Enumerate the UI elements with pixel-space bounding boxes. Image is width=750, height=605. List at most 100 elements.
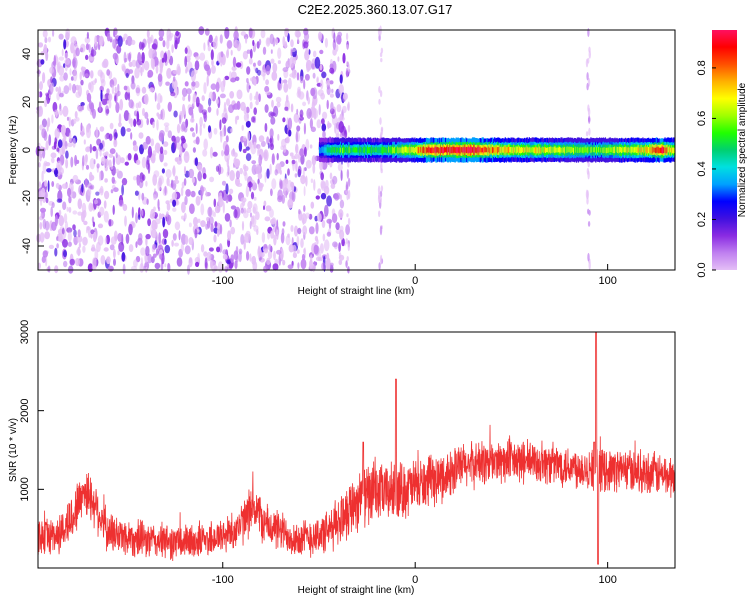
heatmap-noise-cell [121, 65, 126, 72]
heatmap-noise-cell [271, 99, 274, 108]
heatmap-noise-cell [53, 109, 59, 116]
heatmap-noise-cell [152, 58, 155, 70]
heatmap-tone-cell [345, 146, 348, 153]
heatmap-noise-cell [264, 85, 270, 93]
heatmap-noise-cell [127, 92, 131, 101]
heatmap-tone-cell [483, 146, 485, 154]
heatmap-noise-cell [89, 158, 96, 170]
heatmap-tone-cell [318, 146, 321, 154]
heatmap-tone-cell [397, 147, 400, 154]
heatmap-tone-cell [636, 146, 638, 154]
heatmap-noise-cell [108, 93, 113, 102]
heatmap-noise-cell [56, 147, 60, 152]
heatmap-noise-cell [154, 262, 161, 270]
heatmap-tone-cell [400, 147, 403, 154]
heatmap-noise-cell [47, 265, 51, 273]
heatmap-noise-cell [197, 252, 200, 263]
heatmap-noise-cell [226, 157, 229, 168]
heatmap-noise-cell [135, 212, 138, 224]
heatmap-tone-cell [413, 146, 415, 153]
heatmap-tone-cell [564, 146, 566, 154]
heatmap-noise-cell [263, 265, 268, 273]
heatmap-noise-cell [219, 119, 222, 131]
heatmap-noise-cell [188, 168, 195, 179]
heatmap-noise-cell [297, 227, 302, 235]
heatmap-noise-cell [280, 79, 284, 85]
heatmap-tone-cell [461, 146, 463, 153]
heatmap-noise-cell [51, 202, 55, 208]
heatmap-noise-cell [179, 145, 183, 157]
heatmap-tone-cell [624, 147, 626, 153]
heatmap-noise-cell [104, 134, 108, 140]
heatmap-noise-cell [95, 126, 99, 139]
heatmap-noise-cell [58, 56, 65, 61]
heatmap-noise-cell [236, 89, 243, 100]
heatmap-tone-cell [672, 147, 674, 154]
heatmap-noise-cell [218, 195, 224, 208]
heatmap-noise-cell [319, 243, 324, 254]
heatmap-noise-cell [322, 233, 326, 242]
heatmap-noise-cell [101, 60, 108, 68]
heatmap-noise-cell [113, 138, 118, 148]
heatmap-noise-cell [332, 39, 337, 50]
heatmap-noise-cell [104, 151, 109, 156]
heatmap-tone-cell [579, 146, 581, 153]
snr-y-axis-label: SNR (10 * v/v) [8, 418, 19, 482]
heatmap-noise-cell [145, 237, 148, 247]
heatmap-noise-cell [120, 126, 126, 137]
heatmap-noise-cell [46, 168, 52, 173]
heatmap-streak-cell [587, 28, 590, 37]
heatmap-noise-cell [338, 84, 345, 95]
heatmap-noise-cell [106, 256, 111, 265]
heatmap-tone-cell [574, 146, 577, 153]
heatmap-y-tick-label: 20 [21, 96, 33, 108]
heatmap-noise-cell [322, 130, 326, 139]
heatmap-noise-cell [249, 253, 252, 262]
heatmap-tone-cell [641, 147, 643, 153]
heatmap-noise-cell [277, 60, 281, 65]
heatmap-noise-cell [194, 60, 200, 71]
heatmap-noise-cell [162, 40, 166, 48]
heatmap-tone-cell [463, 146, 465, 153]
heatmap-noise-cell [72, 83, 77, 94]
heatmap-tone-cell [623, 147, 625, 153]
heatmap-noise-cell [242, 164, 247, 170]
heatmap-tone-cell [496, 146, 498, 153]
heatmap-noise-cell [214, 221, 218, 228]
heatmap-noise-cell [207, 206, 213, 217]
snr-y-ticks: 1000 2000 3000 [19, 320, 44, 502]
heatmap-streak-cell [379, 90, 383, 98]
heatmap-streak-cell [379, 52, 383, 58]
heatmap-noise-cell [156, 112, 160, 117]
heatmap-tone-cell [431, 146, 433, 153]
heatmap-noise-cell [70, 36, 77, 45]
heatmap-noise-cell [246, 66, 251, 75]
heatmap-noise-cell [270, 116, 276, 125]
heatmap-noise-cell [281, 138, 287, 148]
heatmap-tone-cell [321, 146, 324, 153]
heatmap-noise-cell [321, 262, 326, 271]
heatmap-tone-cell [333, 147, 335, 153]
heatmap-noise-cell [86, 226, 90, 231]
heatmap-noise-cell [41, 118, 48, 128]
heatmap-tone-cell [478, 146, 480, 153]
heatmap-noise-cell [200, 203, 205, 216]
heatmap-tone-cell [510, 147, 512, 154]
heatmap-noise-cell [85, 43, 90, 51]
heatmap-noise-cell [175, 136, 180, 143]
heatmap-noise-cell [242, 200, 246, 207]
heatmap-noise-cell [221, 150, 224, 157]
heatmap-noise-cell [233, 250, 239, 261]
heatmap-noise-cell [229, 219, 232, 228]
heatmap-noise-cell [170, 91, 176, 97]
heatmap-streak-cell [380, 58, 383, 63]
heatmap-noise-cell [329, 67, 335, 74]
heatmap-noise-cell [229, 71, 232, 80]
heatmap-noise-cell [90, 70, 94, 79]
heatmap-tone-cell [437, 147, 439, 153]
heatmap-tone-cell [342, 147, 344, 154]
heatmap-tone-cell [619, 146, 621, 153]
heatmap-noise-cell [57, 139, 63, 149]
heatmap-noise-cell [124, 57, 128, 63]
heatmap-streak-cell [380, 185, 384, 192]
